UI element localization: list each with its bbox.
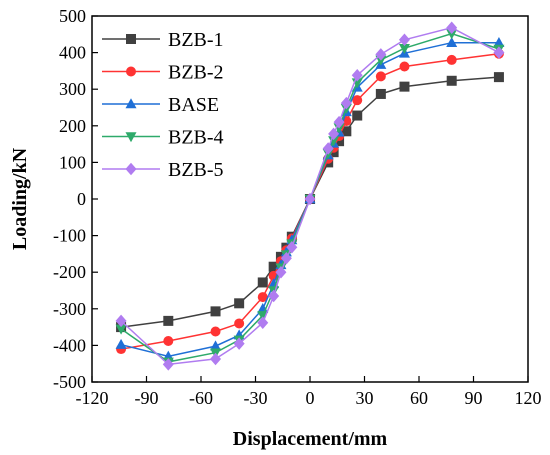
data-point: [351, 69, 363, 82]
y-tick-label: -500: [53, 372, 86, 392]
data-point: [446, 21, 458, 34]
y-tick-label: 300: [59, 79, 86, 99]
data-point: [125, 162, 137, 176]
data-point: [163, 315, 174, 326]
data-point: [126, 34, 136, 44]
x-tick-label: -90: [135, 388, 159, 408]
y-tick-label: 100: [59, 152, 86, 172]
legend-label: BASE: [168, 94, 219, 116]
data-point: [333, 115, 345, 129]
data-point: [280, 252, 292, 265]
data-point: [257, 277, 268, 288]
x-axis-title: Displacement/mm: [233, 428, 388, 450]
data-point: [399, 81, 410, 92]
data-point: [257, 292, 268, 303]
data-point: [234, 298, 245, 309]
data-point: [328, 136, 340, 147]
data-point: [268, 289, 280, 303]
data-point: [352, 110, 363, 121]
data-point: [322, 142, 334, 155]
y-axis-title: Loading/kN: [9, 147, 31, 250]
data-point: [398, 43, 410, 54]
data-point: [375, 88, 386, 99]
x-tick-label: 120: [515, 388, 542, 408]
data-point: [257, 311, 269, 322]
data-point: [126, 66, 136, 77]
y-tick-label: 400: [59, 43, 86, 63]
data-point: [352, 95, 363, 106]
x-tick-label: 30: [356, 388, 374, 408]
data-point: [399, 61, 410, 72]
data-point: [210, 326, 221, 337]
axis-ticks: -120 -90 -60 -30 0 30 60 90 120-500-400-300-200-…: [53, 6, 542, 408]
x-tick-label: 60: [410, 388, 428, 408]
x-tick-label: -30: [244, 388, 268, 408]
legend-label: BZB-1: [168, 29, 224, 51]
legend-item: BZB-4: [102, 127, 224, 149]
legend-label: BZB-4: [168, 127, 224, 149]
y-tick-label: -200: [53, 262, 86, 282]
data-point: [375, 71, 386, 82]
data-point: [446, 54, 457, 65]
data-point: [268, 261, 279, 272]
y-tick-label: -300: [53, 299, 86, 319]
data-point: [286, 241, 298, 254]
data-point: [328, 127, 340, 141]
x-tick-label: -60: [189, 388, 213, 408]
x-tick-label: -120: [76, 388, 109, 408]
data-point: [115, 324, 127, 335]
data-point: [493, 72, 504, 83]
data-point: [162, 358, 174, 371]
legend-label: BZB-2: [168, 62, 224, 84]
data-point: [163, 336, 174, 347]
data-point: [234, 318, 245, 329]
legend: BZB-1 BZB-2 BASE BZB-4 BZB-5: [102, 29, 224, 181]
legend-item: BZB-5: [102, 159, 224, 181]
data-point: [446, 29, 458, 40]
series-bzb-5: [115, 21, 505, 371]
y-tick-label: 500: [59, 6, 86, 26]
data-point: [115, 338, 127, 349]
data-point: [375, 48, 387, 61]
legend-label: BZB-5: [168, 159, 224, 181]
data-point: [275, 265, 287, 279]
data-point: [125, 132, 137, 143]
data-point: [398, 33, 410, 47]
data-point: [446, 36, 458, 47]
x-tick-label: 90: [465, 388, 483, 408]
y-tick-label: -100: [53, 226, 86, 246]
y-tick-label: -400: [53, 335, 86, 355]
data-point: [334, 136, 345, 147]
data-point: [493, 36, 505, 47]
data-point: [340, 96, 352, 110]
series-layer: [115, 21, 505, 371]
data-point: [341, 126, 352, 137]
data-point: [115, 314, 127, 328]
x-tick-label: 0: [306, 388, 315, 408]
legend-item: BZB-1: [102, 29, 224, 51]
data-point: [210, 306, 221, 317]
data-point: [446, 75, 457, 86]
data-point: [125, 98, 137, 109]
data-point: [233, 337, 245, 350]
legend-item: BZB-2: [102, 62, 224, 84]
data-point: [493, 46, 505, 59]
data-point: [304, 192, 316, 206]
y-tick-label: 0: [77, 189, 86, 209]
data-point: [210, 340, 222, 351]
legend-item: BASE: [102, 94, 219, 116]
y-tick-label: 200: [59, 116, 86, 136]
data-point: [257, 316, 269, 329]
data-point: [210, 352, 222, 366]
